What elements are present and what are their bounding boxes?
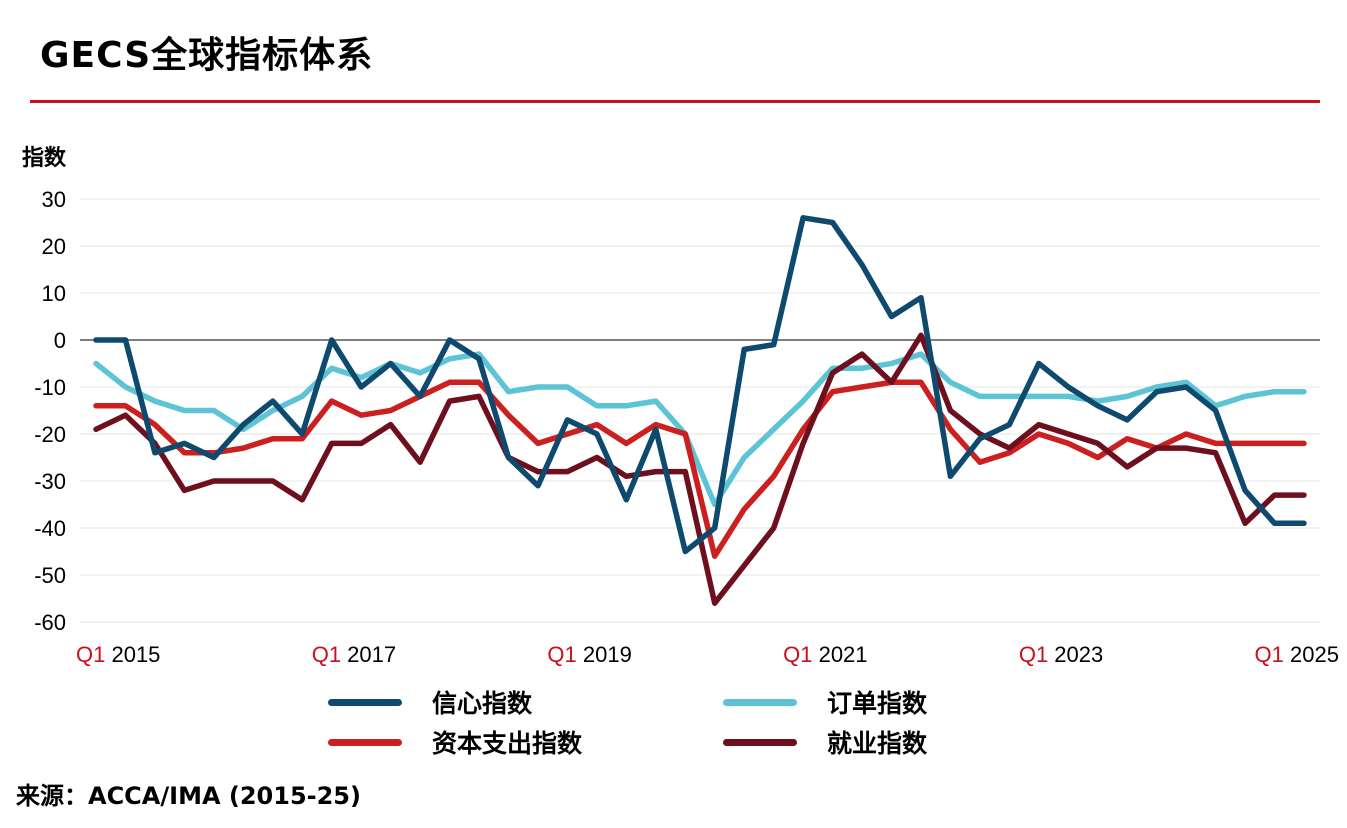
x-tick-label: Q1 2017 [312,642,396,667]
x-tick-label: Q1 2025 [1255,642,1339,667]
y-tick-label: -50 [34,563,66,588]
y-tick-label: 20 [42,234,66,259]
title-divider [30,100,1320,103]
series-line-1 [93,351,1307,508]
y-tick-label: -10 [34,375,66,400]
y-tick-label: 30 [42,187,66,212]
series-line-2 [93,379,1307,559]
y-tick-label: -30 [34,469,66,494]
y-tick-label: 0 [54,328,66,353]
y-tick-label: 10 [42,281,66,306]
source-note: 来源：ACCA/IMA (2015-25) [16,782,361,810]
x-tick-label: Q1 2015 [76,642,160,667]
y-tick-label: -40 [34,516,66,541]
page-title: GECS全球指标体系 [40,35,374,76]
y-tick-label: -60 [34,610,66,635]
y-tick-label: -20 [34,422,66,447]
x-tick-label: Q1 2019 [547,642,631,667]
x-tick-label: Q1 2023 [1019,642,1103,667]
x-tick-label: Q1 2021 [783,642,867,667]
y-axis-label: 指数 [22,146,67,171]
series-line-0 [93,215,1307,555]
